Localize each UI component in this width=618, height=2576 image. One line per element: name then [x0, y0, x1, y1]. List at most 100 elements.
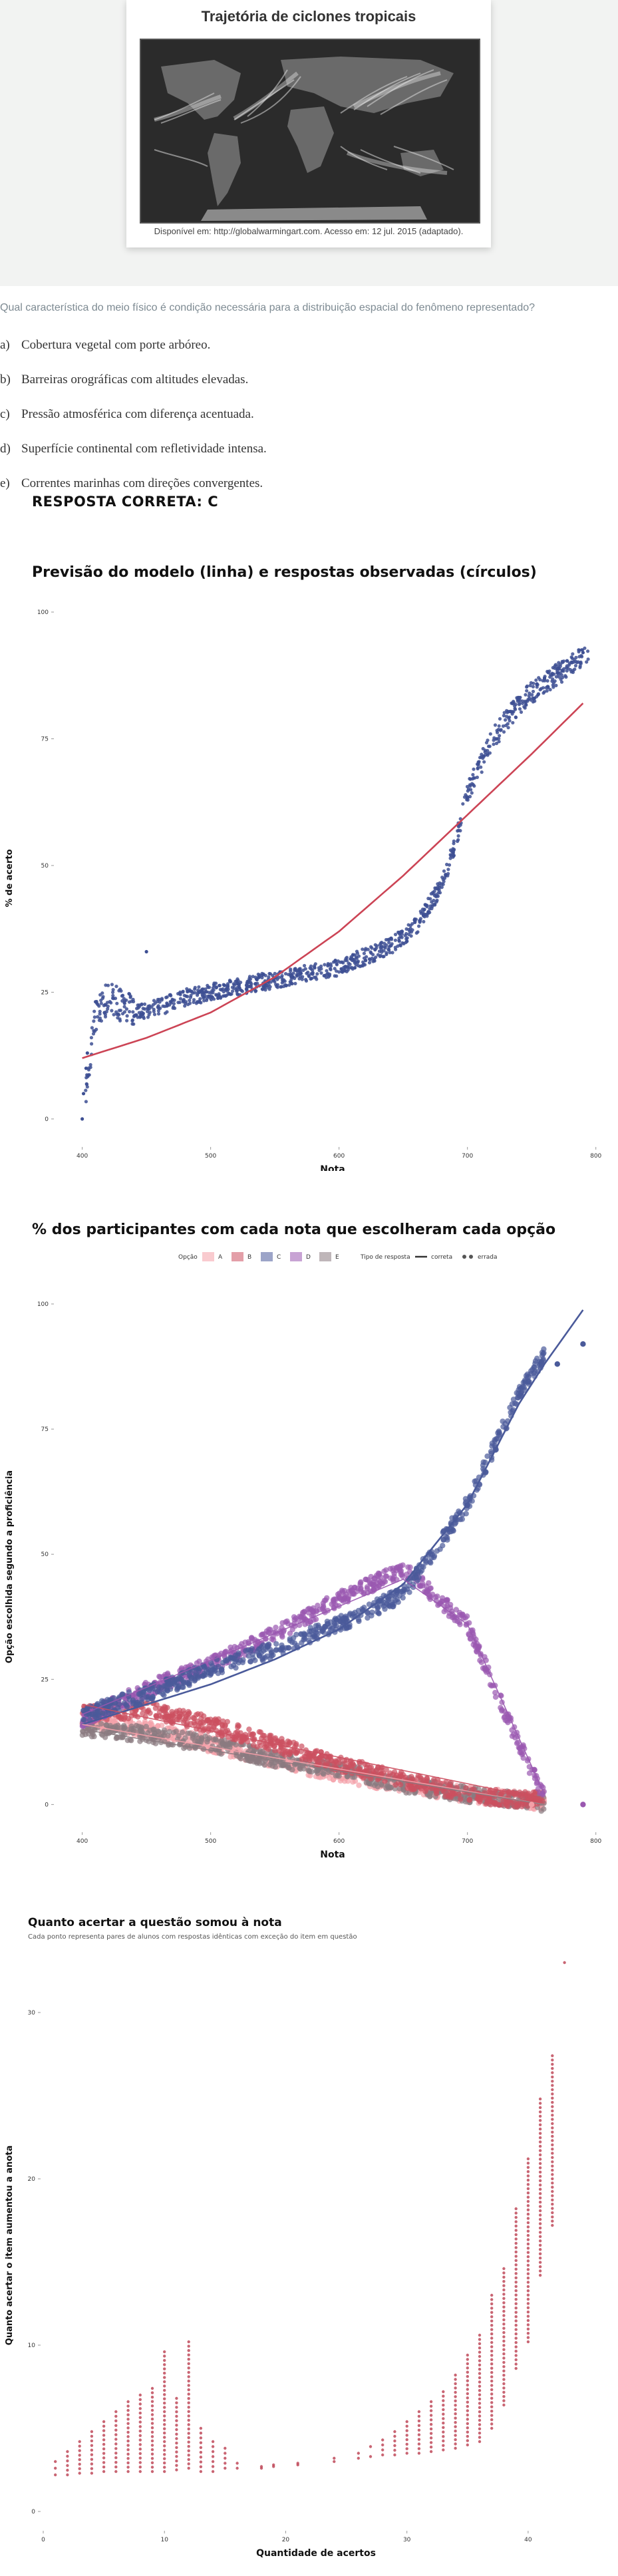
chart3-point	[393, 2434, 396, 2438]
chart1-point	[325, 969, 329, 973]
chart3-point	[138, 2448, 142, 2451]
chart1-point	[407, 932, 411, 937]
chart3-point	[66, 2473, 69, 2477]
chart2-legend-label: correta	[431, 1254, 452, 1261]
chart3-point	[490, 2392, 494, 2396]
chart2-point-D	[407, 1564, 413, 1570]
chart3-point	[381, 2448, 385, 2452]
chart2-point-B	[443, 1779, 449, 1785]
chart3-point	[163, 2457, 166, 2460]
chart3-point	[199, 2446, 203, 2450]
chart1-point	[209, 991, 213, 995]
chart2-y-axis-label: Opção escolhida segundo a proficiência	[5, 1470, 15, 1663]
option-letter: e)	[0, 476, 10, 490]
chart2-point-C	[130, 1700, 136, 1706]
chart3-point	[502, 2378, 506, 2381]
chart3-point	[514, 2224, 518, 2228]
chart1-point	[497, 740, 501, 744]
chart3-point	[381, 2438, 385, 2442]
chart1-point	[197, 985, 201, 989]
chart1-point	[520, 701, 525, 705]
chart3-point	[526, 2178, 530, 2182]
chart2-point-C	[400, 1589, 406, 1596]
chart3-point	[211, 2440, 215, 2444]
chart2-point-D	[477, 1657, 483, 1663]
chart3-point	[187, 2370, 190, 2374]
chart3-point	[429, 2432, 433, 2435]
chart1-point	[348, 966, 352, 970]
chart3-point	[490, 2401, 494, 2404]
chart3-point	[526, 2242, 530, 2246]
chart1-point	[333, 959, 337, 963]
chart2-point-B	[449, 1790, 456, 1796]
chart1-x-tick-label: 600	[333, 1153, 345, 1160]
chart2-point-E	[199, 1737, 205, 1743]
chart1-point	[434, 893, 438, 897]
chart3-point	[490, 2354, 494, 2357]
chart3-point	[90, 2453, 94, 2456]
chart2-point-B	[222, 1723, 228, 1729]
chart3-point	[526, 2272, 530, 2275]
chart3-point	[163, 2376, 166, 2379]
chart3-point	[502, 2271, 506, 2275]
chart2-point-B	[121, 1716, 127, 1722]
chart1-point	[545, 689, 549, 693]
chart1-point	[378, 955, 383, 959]
chart3-point	[514, 2323, 518, 2327]
chart3-point	[514, 2345, 518, 2348]
chart3-point	[490, 2315, 494, 2319]
chart2-point-D	[279, 1634, 285, 1640]
chart1-point	[513, 704, 517, 708]
chart3-point	[235, 2462, 239, 2465]
chart1-point	[296, 969, 300, 973]
chart2-point-B	[245, 1738, 251, 1745]
chart1-y-axis-label: % de acerto	[5, 849, 15, 907]
chart1-point	[396, 944, 400, 948]
chart2-legend-label: A	[218, 1254, 223, 1261]
chart3-point	[333, 2460, 336, 2464]
chart3-point	[442, 2412, 445, 2416]
option-letter: d)	[0, 442, 11, 456]
chart3-point	[502, 2318, 506, 2322]
chart2-point-C	[285, 1645, 291, 1651]
chart1-point	[85, 1051, 89, 1055]
chart2-point-E	[194, 1738, 201, 1744]
chart1-point	[98, 1016, 102, 1021]
chart3-point	[187, 2340, 190, 2344]
chart1-point	[146, 1015, 150, 1019]
chart3-point	[466, 2396, 469, 2400]
chart1-point	[181, 989, 185, 993]
chart3-point	[442, 2421, 445, 2425]
chart3-point	[526, 2289, 530, 2293]
chart2-point-C	[126, 1696, 132, 1703]
chart1-point	[84, 1066, 88, 1070]
chart1-point	[214, 986, 218, 990]
chart2-point-D	[417, 1583, 424, 1589]
chart3-point	[526, 2302, 530, 2305]
chart1-point	[523, 706, 527, 710]
chart1-point	[110, 1009, 114, 1013]
chart2-point-B	[349, 1764, 355, 1770]
chart2-point-C	[192, 1673, 199, 1679]
chart3-point	[175, 2464, 178, 2467]
chart1-point	[381, 955, 385, 959]
chart3-point	[538, 2183, 542, 2187]
chart1-point	[156, 1004, 160, 1008]
chart2-point-C	[534, 1355, 540, 1361]
chart2-point-D	[232, 1644, 237, 1650]
chart1-point	[262, 985, 267, 989]
chart3-point	[102, 2420, 106, 2424]
chart3-point	[78, 2454, 81, 2457]
chart1-point	[448, 848, 453, 852]
chart1-point	[222, 990, 226, 994]
chart1-point	[104, 983, 108, 987]
chart3-point	[478, 2410, 482, 2414]
chart3-point	[538, 2226, 542, 2230]
option-text: Cobertura vegetal com porte arbóreo.	[21, 338, 211, 352]
chart3-point	[490, 2414, 494, 2417]
chart1-point	[461, 802, 465, 806]
chart3-point	[502, 2323, 506, 2326]
chart1-point	[111, 988, 115, 992]
option-a: a) Cobertura vegetal com porte arbóreo.	[0, 338, 599, 353]
